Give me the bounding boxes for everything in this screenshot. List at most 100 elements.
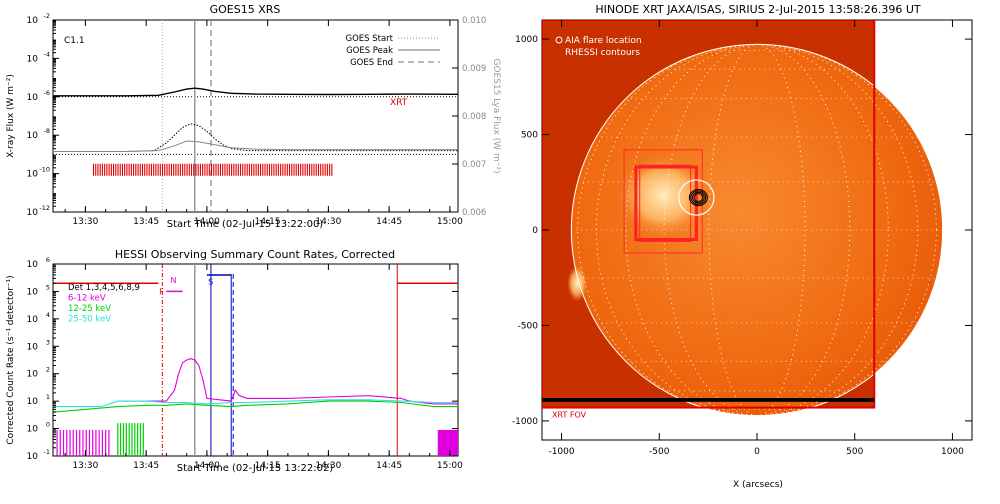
goes-legend: GOES Start GOES Peak GOES End	[345, 34, 440, 68]
rhessi-contour	[693, 193, 704, 202]
goes-y2label: GOES15 Lya Flux (W m⁻²)	[491, 58, 501, 173]
x-tick-label: 13:30	[72, 461, 98, 471]
y-tick-label: 10	[27, 93, 39, 103]
hessi-title: HESSI Observing Summary Count Rates, Cor…	[115, 248, 395, 261]
rhessi-contour	[690, 190, 707, 205]
hessi-flag-n: N	[170, 276, 176, 285]
goes-flare-class: C1.1	[64, 36, 85, 46]
x-tick-label: 14:00	[194, 461, 220, 471]
y-tick-label: 10	[27, 16, 39, 26]
goes-series-line	[53, 87, 459, 97]
xrt-x-tick-label: -1000	[548, 447, 574, 457]
hessi-flag-bars	[53, 264, 458, 456]
aia-legend-circle-icon	[555, 36, 563, 44]
region-box	[634, 165, 698, 242]
rhessi-contour	[688, 188, 708, 207]
xrt-fov-box	[542, 20, 876, 409]
goes-plot-frame	[52, 19, 459, 213]
y-tick-label: 10	[27, 208, 39, 218]
aia-legend-label: AIA flare location	[565, 36, 642, 46]
y-tick-exponent: 0	[46, 421, 50, 429]
hessi-series-line	[53, 399, 458, 408]
longitude-line	[577, 43, 937, 417]
y2-tick-label: 0.009	[462, 64, 486, 74]
hessi-legend-label: 25-50 keV	[68, 315, 111, 325]
y-tick-exponent: 6	[46, 256, 50, 264]
hessi-legend-label: 6-12 keV	[68, 294, 106, 304]
xrt-x-tick-label: 0	[754, 447, 760, 457]
longitude-line	[708, 43, 806, 417]
x-tick-label: 13:45	[133, 217, 159, 227]
goes-panel: GOES15 XRS 13:30 13:45 14:00 14:15 14:30 14:4…	[6, 3, 501, 230]
hessi-xlabel: Start Time (02-Jul-15 13:22:02)	[177, 463, 334, 474]
x-tick-label: 14:45	[376, 461, 402, 471]
goes-xlabel: Start Time (02-Jul-15 13:22:00)	[167, 219, 324, 230]
goes-vertical-lines	[53, 20, 458, 212]
xrt-y-tick-label: -500	[518, 321, 539, 331]
longitude-line	[663, 43, 851, 417]
y-tick-label: 10	[27, 131, 39, 141]
active-region	[618, 155, 709, 236]
xrt-y-tick-label: 500	[521, 131, 538, 141]
y-tick-exponent: -4	[44, 50, 50, 58]
image-bottom-strip	[542, 398, 875, 402]
y-tick-exponent: -10	[39, 166, 50, 174]
goes-series-line	[53, 140, 458, 152]
rhessi-contours	[688, 188, 708, 207]
rhessi-contour	[692, 191, 705, 204]
aia-flare-circle	[678, 179, 715, 216]
x-tick-label: 14:45	[376, 217, 402, 227]
xrt-panel: HINODE XRT JAXA/ISAS, SIRIUS 2-Jul-2015 …	[512, 3, 973, 490]
xrt-y-tick-label: 0	[532, 226, 538, 236]
hessi-legend-label: 12-25 keV	[68, 304, 111, 314]
hessi-series-line	[52, 400, 458, 413]
y-tick-exponent: 3	[46, 338, 50, 346]
y-tick-label: 10	[27, 397, 39, 407]
xrt-x-tick-label: -500	[649, 447, 670, 457]
y-tick-label: 10	[27, 342, 39, 352]
y-tick-label: 10	[27, 170, 39, 180]
y2-tick-label: 0.008	[462, 112, 486, 122]
hessi-legend-label: Det 1,3,4,5,6,8,9	[68, 283, 140, 293]
hessi-plot-frame	[52, 263, 459, 457]
xrt-title: HINODE XRT JAXA/ISAS, SIRIUS 2-Jul-2015 …	[595, 3, 921, 16]
x-tick-label: 13:30	[72, 217, 98, 227]
solar-limb	[570, 43, 944, 417]
y-tick-label: 10	[27, 425, 39, 435]
hessi-block	[437, 429, 458, 456]
x-tick-label: 14:30	[315, 217, 341, 227]
y-tick-label: 10	[27, 54, 39, 64]
goes-title: GOES15 XRS	[210, 3, 281, 16]
rhessi-legend-label: RHESSI contours	[565, 48, 640, 58]
goes-xrt-label: XRT	[390, 98, 408, 108]
y-tick-exponent: -6	[44, 89, 50, 97]
xrt-x-tick-label: 1000	[941, 447, 964, 457]
xrt-x-tick-label: 500	[846, 447, 863, 457]
y-tick-exponent: 2	[46, 366, 50, 374]
xrt-xlabel: X (arcsecs)	[733, 480, 783, 490]
x-tick-label: 14:00	[194, 217, 220, 227]
hessi-flag-f: F	[159, 287, 164, 296]
goes-legend-label: GOES End	[350, 58, 393, 68]
y-tick-exponent: -8	[44, 127, 50, 135]
y2-tick-label: 0.006	[462, 208, 486, 218]
x-tick-label: 15:00	[437, 217, 463, 227]
y-tick-exponent: -2	[44, 12, 50, 20]
hessi-series-group	[52, 358, 458, 413]
x-tick-label: 15:00	[437, 461, 463, 471]
goes-legend-label: GOES Peak	[346, 46, 393, 56]
x-tick-label: 14:15	[255, 217, 281, 227]
x-tick-label: 14:30	[315, 461, 341, 471]
y-tick-exponent: 5	[46, 283, 50, 291]
x-tick-label: 14:15	[255, 461, 281, 471]
goes-legend-label: GOES Start	[345, 34, 393, 44]
region-box	[639, 164, 692, 242]
y-tick-label: 10	[27, 287, 39, 297]
goes-series-group	[53, 87, 459, 152]
xrt-fov-label: XRT FOV	[552, 411, 587, 420]
